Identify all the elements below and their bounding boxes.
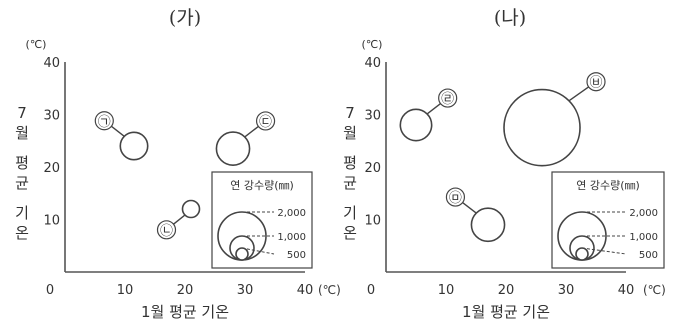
y-unit: (℃) (26, 38, 47, 51)
x-unit: (℃) (643, 283, 666, 297)
point-label: ㉢ (259, 115, 272, 130)
x-tick-label: 40 (297, 283, 314, 298)
point-label: ㉤ (449, 191, 462, 206)
legend-box (551, 171, 665, 269)
x-axis-label: 1월 평균 기온 (462, 303, 550, 321)
point-label: ㉠ (98, 115, 111, 130)
legend-value: 500 (287, 250, 306, 261)
point-label: ㉡ (160, 224, 173, 239)
point-label-ring (156, 220, 177, 240)
point-label: ㉣ (441, 92, 454, 107)
bubble (181, 199, 201, 219)
y-unit: (℃) (362, 38, 383, 51)
bubble (470, 207, 506, 243)
x-tick-label: 10 (117, 283, 134, 298)
x-tick-label: 0 (46, 283, 54, 298)
y-tick-label: 10 (364, 214, 381, 229)
legend-dash (241, 247, 275, 255)
bubble (503, 88, 581, 167)
y-tick-label: 40 (43, 56, 60, 71)
point-label: ㉥ (590, 76, 603, 91)
bubble (119, 131, 149, 161)
legend: 연 강수량(㎜) 2,000 1,000 500 (551, 171, 665, 269)
point-label-ring (94, 111, 114, 131)
x-unit: (℃) (318, 283, 341, 297)
bubble (399, 108, 433, 142)
y-tick-label: 40 (364, 56, 381, 71)
x-axis-label: 1월 평균 기온 (141, 303, 229, 321)
y-tick-label: 20 (43, 161, 60, 176)
legend-value: 2,000 (629, 208, 658, 219)
legend-circle (235, 247, 249, 261)
x-tick-label: 30 (237, 283, 254, 298)
point-label-ring (255, 111, 276, 131)
legend-value: 2,000 (277, 208, 306, 219)
legend-title: 연 강수량(㎜) (576, 179, 640, 192)
point-label-ring (586, 72, 606, 92)
point-label-ring (438, 88, 458, 108)
chart-title: (가) (169, 7, 201, 29)
y-tick-label: 10 (43, 214, 60, 229)
legend-title: 연 강수량(㎜) (230, 179, 294, 192)
legend-value: 1,000 (277, 232, 306, 243)
legend-dash (581, 247, 627, 255)
x-tick-label: 20 (498, 283, 515, 298)
x-tick-label: 20 (177, 283, 194, 298)
legend-circle (575, 247, 589, 261)
y-tick-label: 30 (364, 109, 381, 124)
point-label-ring (445, 187, 466, 207)
bubble (215, 131, 251, 166)
y-tick-label: 30 (43, 109, 60, 124)
x-tick-label: 40 (618, 283, 635, 298)
x-tick-label: 30 (558, 283, 575, 298)
legend: 연 강수량(㎜) 2,000 1,000 500 (211, 171, 313, 269)
legend-value: 500 (639, 250, 658, 261)
x-tick-label: 10 (438, 283, 455, 298)
y-tick-label: 20 (364, 161, 381, 176)
x-tick-label: 0 (367, 283, 375, 298)
legend-value: 1,000 (629, 232, 658, 243)
chart-title: (나) (494, 7, 526, 29)
legend-box (211, 171, 313, 269)
